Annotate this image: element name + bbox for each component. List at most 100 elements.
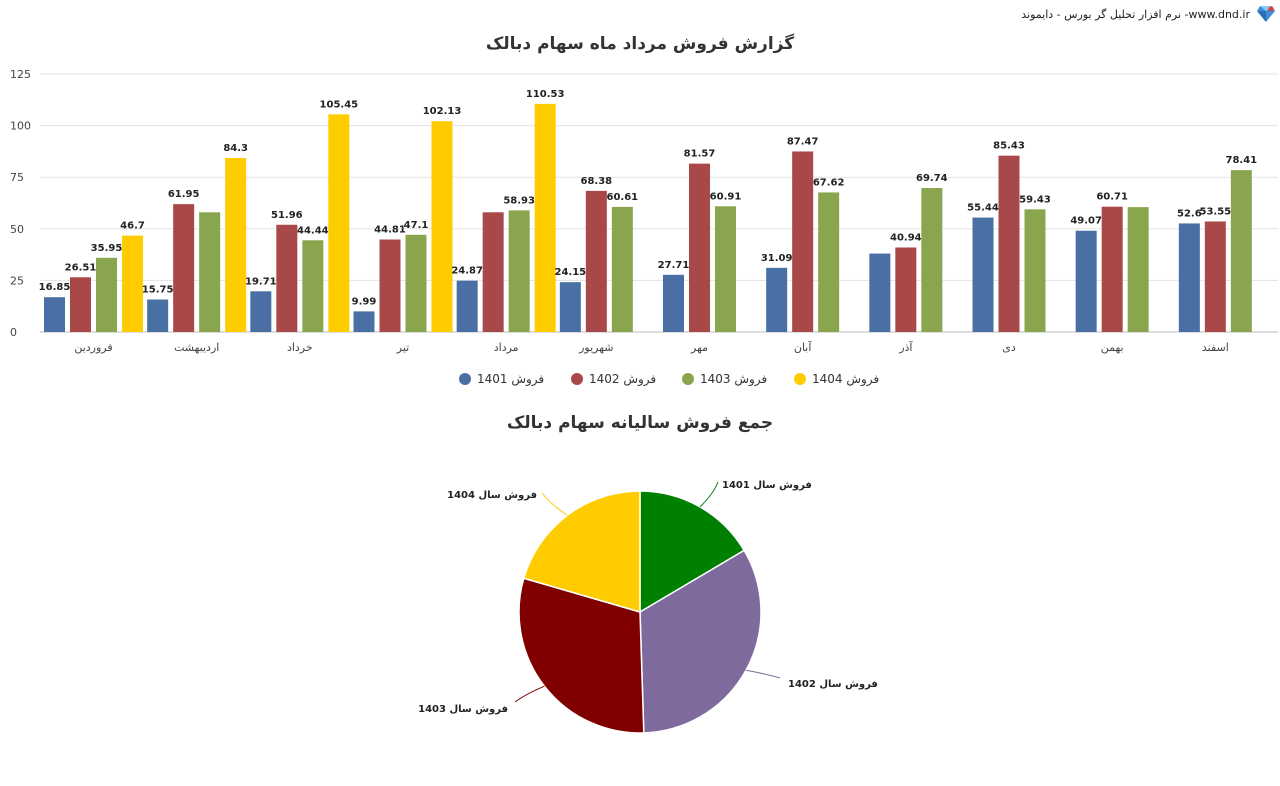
data-label: 51.96 [271,210,303,221]
data-label: 24.15 [555,267,587,278]
data-label: 26.51 [65,262,97,273]
x-tick-label: تیر [396,341,409,354]
bar [405,234,427,332]
x-tick-label: مرداد [494,341,519,354]
x-tick-label: مهر [690,341,708,354]
data-label: 60.91 [710,191,742,202]
bar [122,235,143,332]
bar [559,282,581,332]
data-label: 67.62 [813,177,845,188]
bar [689,163,710,332]
bar [1101,206,1123,332]
y-tick-label: 25 [10,274,24,287]
bar [1178,223,1200,332]
y-tick-label: 0 [10,326,17,339]
x-tick-label: آذر [898,340,913,354]
bar [173,204,195,332]
data-label: 87.47 [787,136,819,147]
pie-slice [518,577,645,734]
bar [70,277,91,332]
legend-label: فروش 1404 [812,372,879,387]
bar [147,299,169,332]
bar [508,210,530,332]
bar [276,224,298,332]
bar [611,206,633,332]
legend-marker [571,373,583,385]
data-label: 44.44 [297,225,329,236]
pie-slice-label: فروش سال 1404 [447,490,537,501]
pie-slice-label: فروش سال 1403 [418,704,508,715]
bar [302,240,324,332]
pie-leader-line [514,685,545,703]
bar [766,267,788,332]
x-tick-label: اردیبهشت [174,341,219,354]
data-label: 60.71 [1096,192,1128,203]
bar [818,192,840,332]
bar [225,158,247,332]
data-label: 9.99 [352,296,377,307]
bar [353,311,375,332]
bar [921,188,943,332]
data-label: 35.95 [91,243,123,254]
y-tick-label: 75 [10,171,24,184]
monthly-sales-bar-chart: 0 25 50 75 100 125 16.85 26.51 35.95 46.7 فروردین 1… [10,68,1278,387]
data-label: 19.71 [245,276,277,287]
bar [44,297,65,332]
legend-label: فروش 1403 [700,372,767,387]
data-label: 24.87 [451,266,483,277]
data-label: 60.61 [607,192,639,203]
pie-slice-label: فروش سال 1402 [788,679,878,690]
data-label: 102.13 [423,106,462,117]
data-label: 81.57 [684,149,716,160]
bar [792,151,814,332]
x-tick-label: فروردین [74,341,112,354]
legend-label: فروش 1401 [477,372,544,387]
data-label: 27.71 [658,260,690,271]
pie-slice-label: فروش سال 1401 [722,480,812,491]
yearly-sales-pie-chart: فروش سال 1401 فروش سال 1402 فروش سال 1403 ف… [418,480,878,734]
bar [431,121,453,333]
watermark: نرم افزار تحلیل گر بورس - دایموند -www.d… [1021,3,1276,25]
data-label: 53.55 [1200,206,1232,217]
bar [96,257,117,332]
data-label: 69.74 [916,173,948,184]
bar [998,155,1020,332]
data-label: 68.38 [581,176,613,187]
bar [1204,221,1226,332]
data-label: 59.43 [1019,194,1051,205]
bar [328,114,350,332]
data-label: 58.93 [503,195,535,206]
y-tick-label: 100 [10,120,31,133]
x-tick-label: شهریور [578,341,613,354]
data-label: 49.07 [1070,216,1102,227]
data-label: 85.43 [993,141,1025,152]
pie-leader-line [541,492,568,516]
bar [1075,230,1097,332]
x-tick-label: اسفند [1202,341,1229,354]
bar [715,206,736,332]
bar [663,274,684,332]
data-label: 78.41 [1226,155,1258,166]
x-tick-label: بهمن [1101,341,1124,354]
data-label: 84.3 [223,143,248,154]
data-label: 40.94 [890,232,922,243]
bar [250,291,272,332]
data-label: 47.1 [404,220,429,231]
data-label: 110.53 [526,89,565,100]
legend-marker [794,373,806,385]
data-label: 61.95 [168,189,200,200]
bar [379,239,401,332]
y-tick-label: 125 [10,68,31,81]
data-label: 52.6 [1177,208,1202,219]
bar [585,190,607,332]
bar [534,103,556,332]
legend-marker [459,373,471,385]
data-label: 44.81 [374,225,406,236]
pie-chart-title: جمع فروش سالیانه سهام دبالک [506,413,774,433]
pie-leader-line [699,481,719,508]
bar [1230,170,1252,332]
data-label: 46.7 [120,221,145,232]
bar [869,253,891,332]
bar [1024,209,1046,332]
bar [199,212,221,332]
